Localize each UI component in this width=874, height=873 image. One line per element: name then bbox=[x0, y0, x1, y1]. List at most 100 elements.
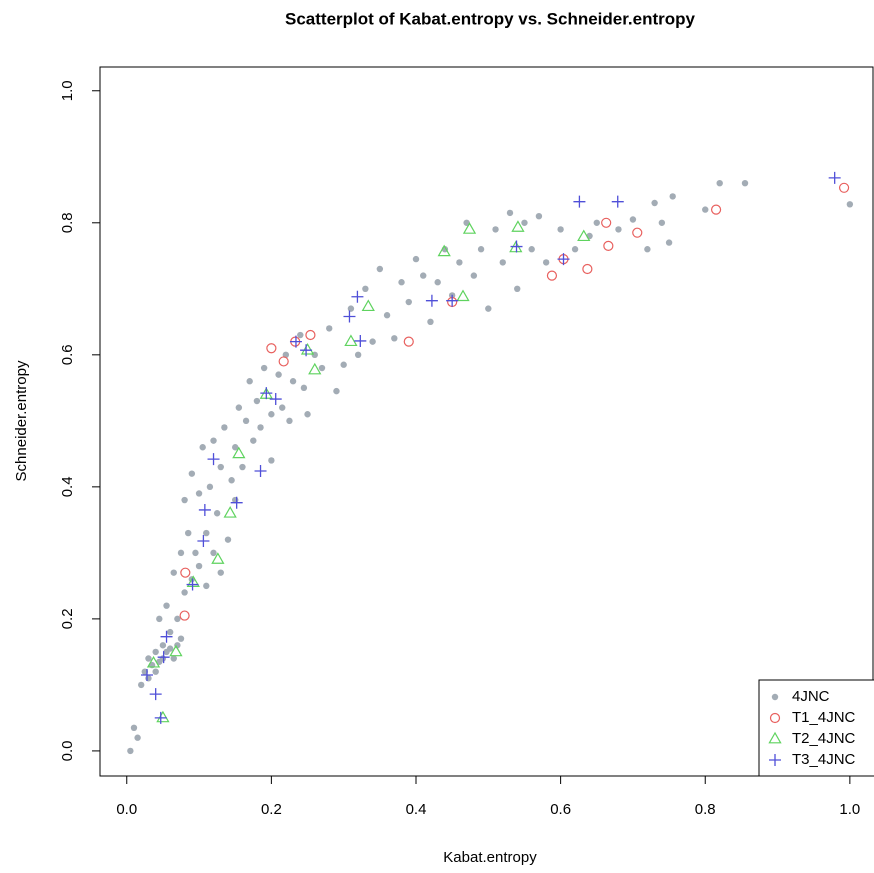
point bbox=[582, 263, 593, 275]
point bbox=[499, 259, 506, 266]
point bbox=[427, 318, 434, 326]
point bbox=[398, 279, 405, 286]
point bbox=[669, 193, 676, 200]
point bbox=[221, 424, 228, 431]
point bbox=[179, 610, 190, 621]
point bbox=[846, 201, 854, 208]
point bbox=[260, 364, 268, 372]
point bbox=[838, 182, 850, 193]
point bbox=[557, 226, 564, 233]
x-tick-label: 0.4 bbox=[406, 801, 427, 818]
point bbox=[300, 344, 313, 357]
y-tick-label: 0.6 bbox=[59, 344, 76, 365]
point bbox=[195, 490, 203, 497]
x-tick-label: 0.0 bbox=[116, 801, 137, 818]
point bbox=[170, 569, 177, 576]
point bbox=[278, 356, 289, 367]
point bbox=[166, 628, 174, 636]
point bbox=[159, 642, 167, 649]
point bbox=[425, 294, 438, 307]
point bbox=[615, 226, 622, 233]
point bbox=[716, 179, 723, 187]
point bbox=[571, 246, 579, 253]
point bbox=[169, 644, 183, 657]
point bbox=[741, 179, 749, 187]
point bbox=[651, 199, 658, 207]
point bbox=[477, 246, 485, 253]
point bbox=[304, 411, 311, 418]
point bbox=[710, 204, 722, 215]
point bbox=[223, 506, 237, 518]
point bbox=[145, 675, 152, 682]
point bbox=[308, 362, 322, 375]
point bbox=[199, 444, 206, 451]
point bbox=[130, 724, 138, 732]
point bbox=[180, 567, 191, 578]
point bbox=[239, 463, 246, 471]
x-tick-label: 0.8 bbox=[695, 801, 716, 818]
point bbox=[511, 220, 525, 232]
point bbox=[470, 272, 478, 279]
point bbox=[152, 668, 159, 675]
y-tick-label: 0.0 bbox=[59, 740, 76, 761]
point bbox=[213, 510, 221, 517]
legend-marker bbox=[771, 693, 779, 701]
point bbox=[343, 310, 356, 323]
point bbox=[207, 453, 220, 466]
point bbox=[232, 444, 239, 451]
point bbox=[181, 496, 188, 504]
point bbox=[257, 424, 264, 431]
point bbox=[542, 259, 550, 266]
point bbox=[185, 529, 192, 537]
point bbox=[603, 240, 614, 252]
legend-label: 4JNC bbox=[792, 688, 830, 705]
point bbox=[186, 575, 200, 587]
point bbox=[420, 272, 427, 279]
point bbox=[601, 217, 612, 228]
point bbox=[632, 227, 643, 238]
point bbox=[412, 255, 420, 263]
point bbox=[134, 734, 141, 741]
point bbox=[170, 655, 177, 662]
point bbox=[289, 378, 297, 385]
point bbox=[159, 655, 167, 662]
y-axis-label: Schneider.entropy bbox=[13, 360, 30, 481]
point bbox=[611, 195, 624, 208]
point bbox=[535, 212, 543, 220]
point bbox=[456, 259, 463, 266]
point bbox=[246, 378, 253, 385]
point bbox=[224, 536, 232, 543]
point bbox=[145, 655, 152, 662]
point bbox=[266, 343, 277, 354]
point bbox=[485, 305, 492, 312]
point bbox=[305, 329, 316, 341]
point bbox=[462, 222, 477, 234]
point bbox=[354, 334, 367, 347]
point bbox=[156, 615, 163, 623]
point bbox=[141, 668, 154, 681]
point bbox=[665, 239, 673, 246]
point bbox=[403, 336, 414, 347]
y-tick-label: 0.8 bbox=[59, 212, 76, 233]
x-tick-label: 0.6 bbox=[550, 801, 571, 818]
y-tick-label: 1.0 bbox=[59, 80, 76, 101]
point bbox=[230, 496, 243, 509]
point bbox=[318, 364, 326, 372]
point bbox=[514, 285, 521, 293]
point bbox=[279, 404, 286, 411]
point bbox=[391, 335, 398, 342]
point bbox=[437, 244, 451, 257]
point bbox=[546, 270, 558, 281]
point bbox=[228, 477, 235, 484]
point bbox=[269, 393, 282, 406]
point bbox=[181, 589, 188, 596]
point bbox=[383, 312, 391, 319]
y-tick-label: 0.2 bbox=[59, 608, 76, 629]
point bbox=[629, 216, 637, 223]
point bbox=[510, 240, 523, 253]
point bbox=[217, 463, 224, 471]
legend-marker bbox=[768, 731, 782, 744]
point bbox=[242, 417, 250, 425]
point bbox=[253, 397, 261, 405]
point bbox=[188, 470, 196, 477]
